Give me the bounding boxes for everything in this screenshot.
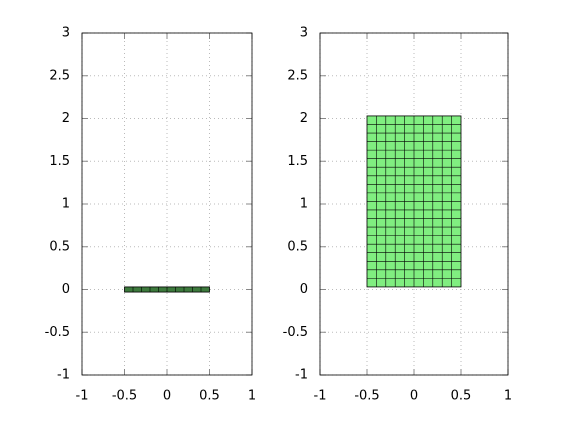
y-tick-label: -0.5 xyxy=(45,325,70,340)
x-tick-label: -0.5 xyxy=(112,389,137,404)
y-tick-label: -1 xyxy=(57,368,70,383)
y-tick-label: 1.5 xyxy=(49,154,70,169)
x-tick-label: -1 xyxy=(76,389,89,404)
y-tick-label: 3 xyxy=(62,26,70,41)
axes-frame xyxy=(81,32,253,376)
y-tick-label: 0.5 xyxy=(49,239,70,254)
y-tick-label: 2 xyxy=(62,111,70,126)
y-tick-label: 0 xyxy=(62,282,70,297)
x-tick-label: -0.5 xyxy=(354,389,379,404)
y-tick-label: 0 xyxy=(300,282,308,297)
x-tick-label: -1 xyxy=(314,389,327,404)
y-tick-label: 2.5 xyxy=(287,68,308,83)
x-tick-label: 0 xyxy=(410,389,418,404)
y-tick-label: 2.5 xyxy=(49,68,70,83)
y-tick-label: 1 xyxy=(300,197,308,212)
y-tick-label: 1.5 xyxy=(287,154,308,169)
x-tick-label: 0 xyxy=(163,389,171,404)
x-tick-label: 0.5 xyxy=(199,389,220,404)
y-tick-label: 3 xyxy=(300,26,308,41)
y-tick-label: 2 xyxy=(300,111,308,126)
y-tick-label: -0.5 xyxy=(283,325,308,340)
x-tick-label: 1 xyxy=(248,389,256,404)
axes-frame xyxy=(319,32,509,376)
y-tick-label: -1 xyxy=(295,368,308,383)
y-tick-label: 1 xyxy=(62,197,70,212)
x-tick-label: 0.5 xyxy=(451,389,472,404)
y-tick-label: 0.5 xyxy=(287,239,308,254)
x-tick-label: 1 xyxy=(504,389,512,404)
